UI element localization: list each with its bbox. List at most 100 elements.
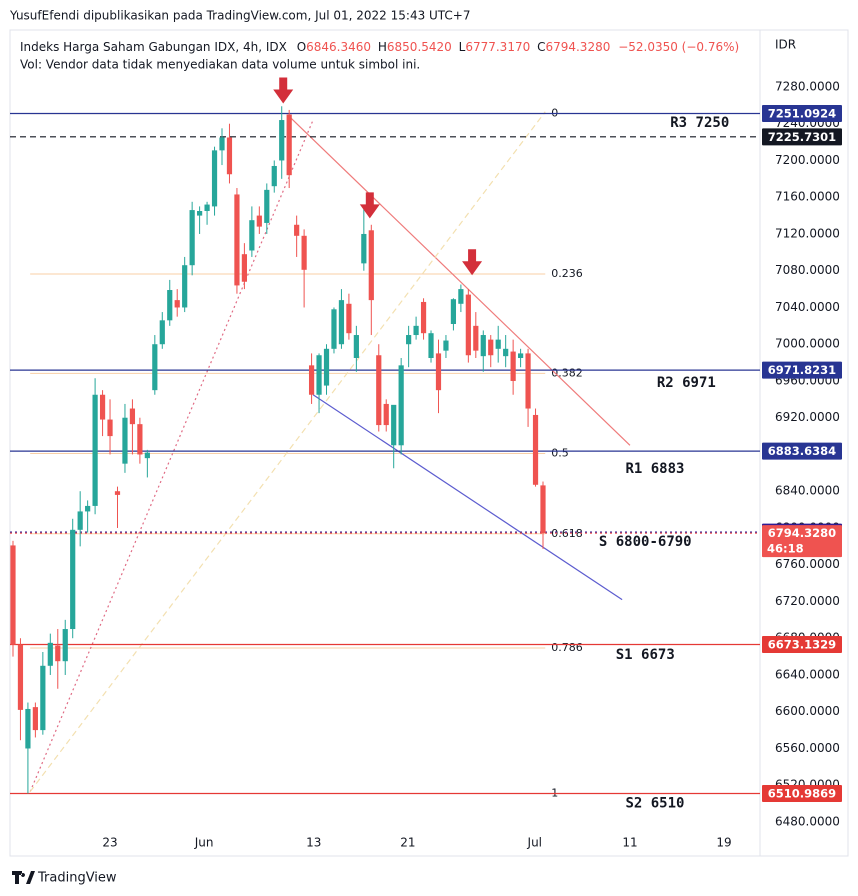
- candle-body: [532, 414, 539, 485]
- annotation: R3 7250: [670, 115, 729, 131]
- x-tick-label: 11: [622, 836, 637, 850]
- candle-body: [159, 320, 165, 345]
- candle-body: [10, 545, 16, 645]
- annotation: S 6800-6790: [599, 534, 692, 550]
- ohlc-value: 6777.3170: [465, 40, 530, 54]
- arrow: [273, 77, 294, 104]
- candle-body: [480, 335, 486, 357]
- candle-body: [465, 294, 471, 356]
- candle-body: [413, 325, 419, 336]
- fib-label: 0.236: [551, 267, 583, 280]
- candle-body: [458, 289, 464, 304]
- y-tick-label: 7040.0000: [775, 300, 840, 314]
- candle-body: [40, 665, 46, 731]
- candle-body: [256, 215, 262, 227]
- candle-body: [279, 120, 285, 161]
- candle-body: [17, 644, 24, 710]
- candle-body: [144, 452, 150, 459]
- trend-line: [29, 111, 546, 793]
- ohlc-key: O: [297, 40, 306, 54]
- candle-body: [197, 210, 203, 216]
- candle-body: [226, 137, 233, 175]
- x-tick-label: 13: [306, 836, 321, 850]
- candle-body: [271, 165, 277, 187]
- y-tick-label: 6840.0000: [775, 484, 840, 498]
- candle-body: [129, 408, 136, 425]
- candle-body: [62, 629, 68, 662]
- ohlc-key: H: [378, 40, 387, 54]
- candle-body: [264, 189, 270, 223]
- candle-body: [368, 230, 374, 301]
- candle-body: [503, 348, 509, 357]
- candle-body: [249, 220, 255, 251]
- candle-body: [47, 642, 53, 666]
- level-label: 7225.7301: [768, 130, 836, 144]
- y-tick-label: 6560.0000: [775, 741, 840, 755]
- candle-body: [234, 194, 240, 286]
- arrow: [359, 192, 380, 219]
- candle-body: [308, 365, 315, 395]
- candle-body: [420, 301, 427, 334]
- trend-line: [312, 394, 623, 601]
- candle-body: [443, 340, 449, 351]
- candle-body: [107, 419, 113, 437]
- candle-body: [294, 224, 300, 236]
- candle-body: [391, 404, 397, 446]
- candle-body: [55, 645, 61, 662]
- x-tick-label: 23: [102, 836, 117, 850]
- candle-body: [182, 265, 188, 308]
- candle-body: [99, 394, 106, 420]
- candle-body: [219, 137, 225, 151]
- y-tick-label: 6640.0000: [775, 667, 840, 681]
- ohlc-value: 6794.3280: [545, 40, 610, 54]
- x-tick-label: Jul: [527, 836, 542, 850]
- candle-body: [301, 235, 307, 270]
- candle-body: [510, 351, 516, 381]
- fib-label: 0.786: [551, 641, 583, 654]
- x-tick-label: Jun: [194, 836, 214, 850]
- level-box: [762, 361, 842, 379]
- candle-body: [204, 204, 210, 211]
- level-box: [762, 128, 842, 146]
- y-tick-label: 6920.0000: [775, 410, 840, 424]
- candle-body: [376, 355, 382, 426]
- ohlc-key: L: [459, 40, 466, 54]
- candle-body: [331, 309, 337, 349]
- candle-body: [92, 394, 98, 506]
- candle-body: [189, 210, 195, 266]
- candle-body: [495, 339, 501, 349]
- y-tick-label: 7200.0000: [775, 153, 840, 167]
- candle-body: [241, 254, 247, 282]
- candle-body: [211, 150, 218, 207]
- level-box: [762, 442, 842, 460]
- y-tick-label: 6720.0000: [775, 594, 840, 608]
- currency: IDR: [775, 38, 796, 52]
- level-box: [762, 636, 842, 654]
- candle-body: [353, 335, 359, 358]
- candle-body: [137, 424, 143, 455]
- candle-body: [473, 325, 479, 351]
- candle-body: [323, 348, 330, 386]
- candle-body: [488, 339, 494, 356]
- candle-body: [428, 333, 434, 358]
- candle-body: [518, 353, 524, 358]
- symbol: Indeks Harga Saham Gabungan IDX, 4h, IDX: [20, 40, 287, 54]
- level-label: 6673.1329: [768, 638, 836, 652]
- candle-body: [114, 491, 121, 495]
- change: −52.0350 (−0.76%): [618, 40, 739, 54]
- y-tick-label: 7000.0000: [775, 337, 840, 351]
- trend-line: [29, 119, 314, 792]
- level-box: [762, 525, 842, 558]
- y-tick-label: 7280.0000: [775, 79, 840, 93]
- candle-body: [346, 303, 352, 334]
- candle-body: [174, 300, 180, 308]
- x-tick-label: 21: [400, 836, 415, 850]
- candle-body: [398, 365, 404, 446]
- annotation: S1 6673: [616, 647, 675, 663]
- ohlc-value: 6846.3460: [306, 40, 371, 54]
- annotation: S2 6510: [625, 796, 684, 812]
- y-tick-label: 6480.0000: [775, 814, 840, 828]
- brand: TradingView: [37, 871, 117, 886]
- fib-label: 0.5: [551, 447, 569, 460]
